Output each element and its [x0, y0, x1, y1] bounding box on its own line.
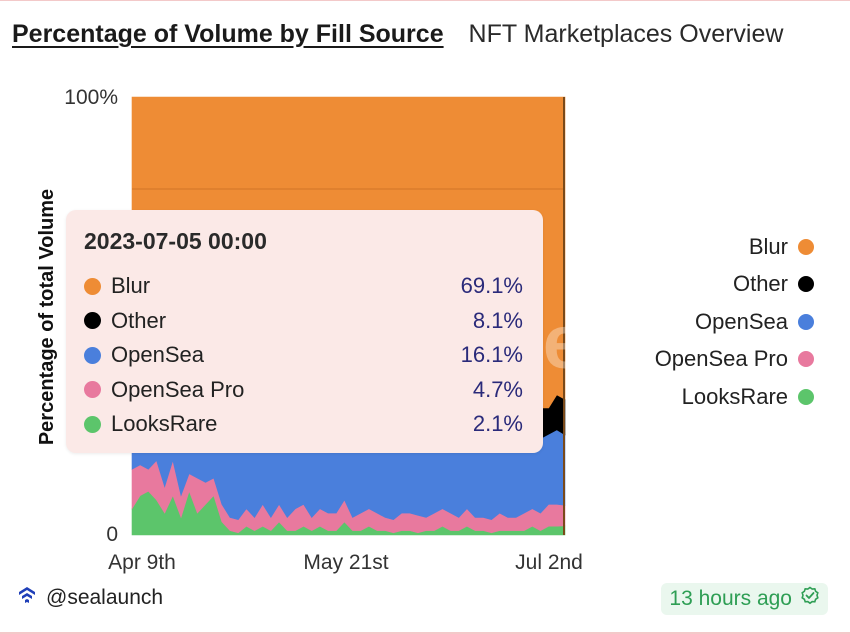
tooltip-dot-icon [84, 312, 101, 330]
legend-dot-icon [798, 238, 814, 255]
chart-title[interactable]: Percentage of Volume by Fill Source [12, 20, 444, 48]
tooltip-value: 69.1% [460, 273, 523, 299]
y-axis-label: Percentage of total Volume [36, 189, 58, 445]
legend-item-opensea-pro[interactable]: OpenSea Pro [655, 341, 814, 379]
y-tick-label-top: 100% [64, 86, 118, 109]
tooltip-dot-icon [84, 277, 101, 295]
legend-dot-icon [798, 388, 814, 405]
tooltip-value: 2.1% [472, 411, 523, 437]
legend-item-looksrare[interactable]: LooksRare [655, 378, 814, 416]
author-handle: @sealaunch [46, 586, 164, 609]
tooltip-value: 16.1% [460, 342, 523, 368]
chart-subtitle: NFT Marketplaces Overview [468, 20, 784, 48]
legend-dot-icon [798, 351, 814, 368]
y-tick-label-bottom: 0 [106, 523, 118, 546]
tooltip-label: OpenSea [111, 342, 204, 368]
tooltip-row-other: Other 8.1% [84, 304, 523, 339]
legend-label: OpenSea Pro [654, 346, 788, 372]
legend-item-blur[interactable]: Blur [655, 228, 814, 266]
tooltip-row-blur: Blur 69.1% [84, 269, 523, 304]
legend-dot-icon [798, 276, 814, 293]
last-updated-text: 13 hours ago [669, 587, 792, 610]
check-badge-icon [800, 586, 820, 612]
tooltip-label: Blur [111, 273, 151, 299]
hover-tooltip: 2023-07-05 00:00 Blur 69.1% Other 8.1% O… [66, 210, 543, 453]
x-tick-label-may-21st: May 21st [303, 551, 388, 574]
tooltip-row-opensea: OpenSea 16.1% [84, 338, 523, 373]
legend-label: LooksRare [681, 383, 788, 409]
tooltip-label: LooksRare [111, 411, 218, 437]
tooltip-value: 8.1% [472, 307, 523, 333]
tooltip-dot-icon [84, 381, 101, 399]
legend-dot-icon [798, 313, 814, 330]
title-row: Percentage of Volume by Fill Source NFT … [12, 20, 783, 49]
legend-label: Blur [748, 233, 788, 259]
tooltip-dot-icon [84, 346, 101, 364]
tooltip-value: 4.7% [472, 376, 523, 402]
legend-item-other[interactable]: Other [655, 266, 814, 304]
legend-label: OpenSea [695, 308, 788, 334]
tooltip-date: 2023-07-05 00:00 [84, 228, 267, 254]
legend: Blur Other OpenSea OpenSea Pro LooksRare [655, 228, 814, 416]
tooltip-row-looksrare: LooksRare 2.1% [84, 407, 523, 442]
legend-item-opensea[interactable]: OpenSea [655, 303, 814, 341]
x-tick-label-jul-2nd: Jul 2nd [515, 551, 583, 574]
x-tick-label-apr-9th: Apr 9th [108, 551, 176, 574]
tooltip-label: Other [111, 307, 167, 333]
last-updated-badge: 13 hours ago [661, 583, 828, 615]
author-link[interactable]: @sealaunch [18, 586, 163, 610]
sealaunch-logo-icon [18, 586, 36, 610]
legend-label: Other [732, 271, 788, 297]
tooltip-dot-icon [84, 415, 101, 433]
tooltip-row-opensea-pro: OpenSea Pro 4.7% [84, 373, 523, 408]
tooltip-label: OpenSea Pro [111, 376, 245, 402]
